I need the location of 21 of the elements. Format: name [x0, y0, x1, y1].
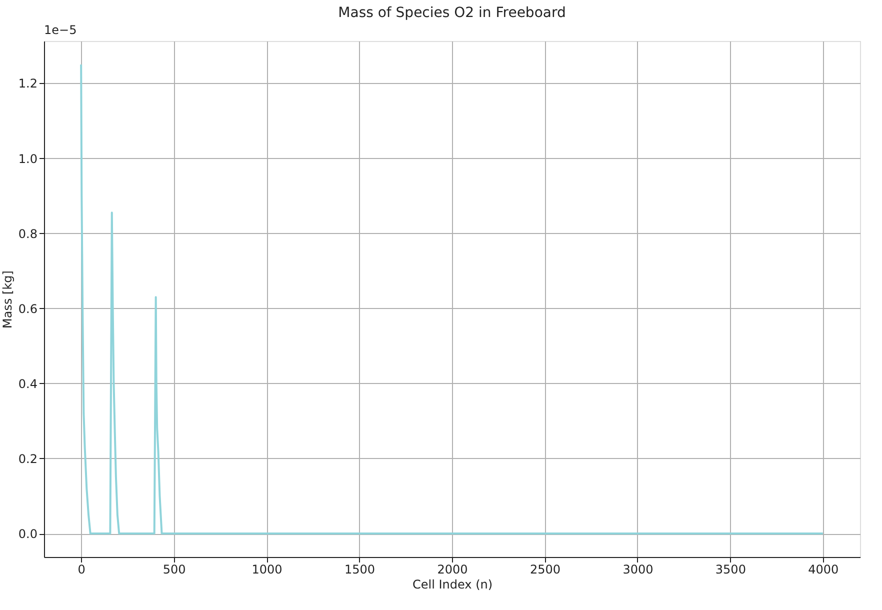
x-tick-label: 1000 [252, 562, 282, 576]
x-tick-label: 500 [162, 562, 186, 576]
y-tick-label: 0.8 [18, 226, 38, 241]
x-tick-label: 4000 [808, 562, 839, 576]
y-tick-label: 0.6 [18, 302, 38, 316]
y-axis-title: Mass [kg] [0, 270, 14, 328]
y-tick-label: 1.2 [18, 76, 38, 91]
y-tick-label: 0.0 [18, 527, 38, 542]
y-tick-label: 0.2 [18, 452, 38, 466]
x-axis-title: Cell Index (n) [412, 578, 493, 592]
y-tick-label: 1.0 [18, 152, 38, 166]
line-series [80, 63, 824, 535]
text: 1e−5 [44, 23, 77, 37]
x-tick-label: 3500 [715, 562, 746, 576]
x-tick-label: 3000 [622, 562, 654, 576]
x-tick-label: 2500 [530, 562, 560, 576]
x-tick-label: 0 [78, 562, 86, 576]
y-tick-label: 0.4 [18, 376, 38, 391]
x-tick-label: 2000 [437, 562, 468, 576]
x-tick-label: 1500 [344, 562, 376, 576]
chart-title: Mass of Species O2 in Freeboard [338, 5, 566, 21]
